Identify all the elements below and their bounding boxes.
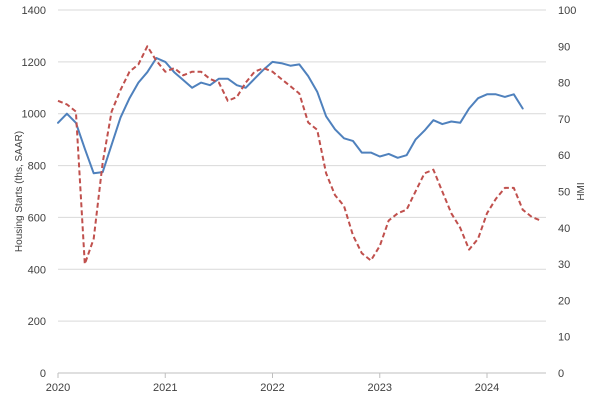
- y-tick-label: 1200: [22, 57, 46, 69]
- y-tick-label: 400: [28, 264, 46, 276]
- y2-tick-label: 70: [558, 114, 570, 126]
- y2-tick-label: 20: [558, 295, 570, 307]
- x-tick-label: 2021: [153, 382, 177, 394]
- y-tick-label: 0: [40, 368, 46, 380]
- y-tick-label: 600: [28, 212, 46, 224]
- y-tick-label: 200: [28, 316, 46, 328]
- y2-tick-label: 80: [558, 78, 570, 90]
- y2-tick-label: 50: [558, 187, 570, 199]
- y-tick-label: 1000: [22, 109, 46, 121]
- y2-tick-label: 0: [558, 368, 564, 380]
- y2-tick-label: 10: [558, 332, 570, 344]
- label-layer: 0 200 400 600 800 1000 1200 1400 0 10 20 30 40 50 60 70…: [14, 5, 587, 394]
- series-layer: [57, 45, 541, 266]
- grid-layer: [58, 9, 546, 322]
- y-tick-label: 800: [28, 161, 46, 173]
- x-tick-label: 2024: [475, 382, 499, 394]
- axis-layer: [57, 372, 546, 378]
- y2-tick-label: 60: [558, 150, 570, 162]
- y2-tick-label: 40: [558, 223, 570, 235]
- y2-tick-label: 90: [558, 41, 570, 53]
- x-tick-label: 2023: [368, 382, 392, 394]
- x-tick-label: 2022: [260, 382, 284, 394]
- series-line-housing-starts: [57, 57, 524, 175]
- y2-axis-title: HMI: [576, 182, 587, 200]
- series-line-hmi: [57, 45, 541, 266]
- y2-tick-label: 100: [558, 5, 576, 17]
- x-tick-label: 2020: [46, 382, 70, 394]
- y-axis-title: Housing Starts (ths, SAAR): [14, 131, 25, 252]
- y2-tick-label: 30: [558, 259, 570, 271]
- y-tick-label: 1400: [22, 5, 46, 17]
